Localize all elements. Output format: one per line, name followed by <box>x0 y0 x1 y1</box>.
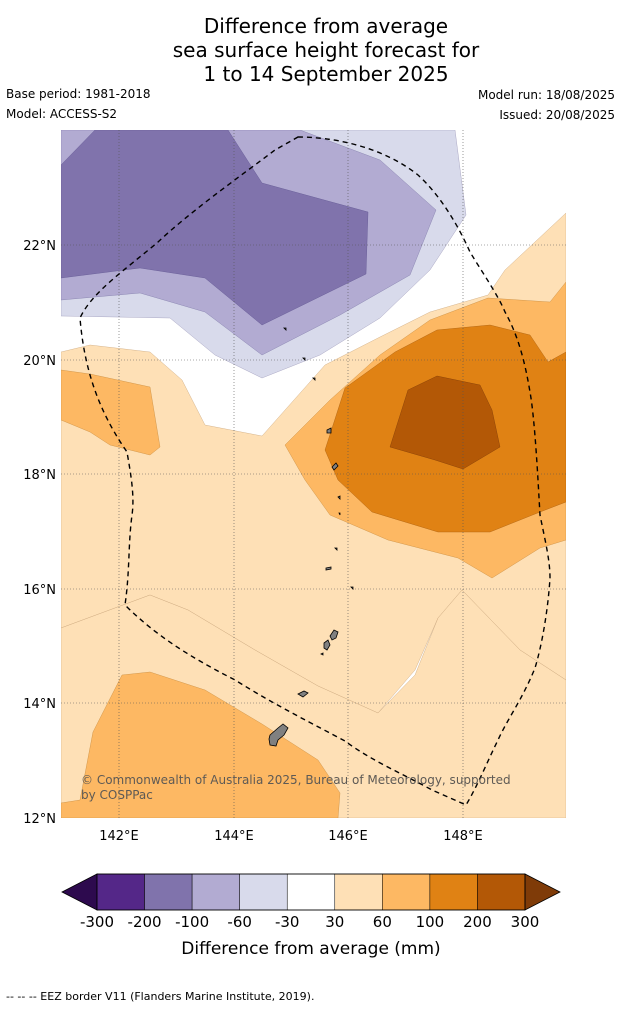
island-sarigan <box>334 547 338 551</box>
island-anatahan <box>325 566 332 571</box>
colorbar-bin <box>286 873 336 911</box>
colorbar-label: Difference from average (mm) <box>181 939 440 959</box>
title-line-3: 1 to 14 September 2025 <box>203 62 449 86</box>
island-guam <box>268 723 289 747</box>
graticule <box>61 130 566 818</box>
island-guguan <box>338 512 341 516</box>
contour-neg-100-200 <box>61 130 369 326</box>
title-line-2: sea surface height forecast for <box>172 38 480 62</box>
colorbar-tick-label: -200 <box>128 913 162 931</box>
lat-label-12n: 12°N <box>23 812 56 827</box>
island-saipan <box>329 629 339 641</box>
contour-pos-200-300 <box>389 375 501 470</box>
colorbar-bin <box>429 873 478 911</box>
lat-label-18n: 18°N <box>23 468 56 483</box>
contour-pos-60-100-south <box>61 671 341 818</box>
colorbar-bin <box>144 873 193 911</box>
colorbar-tick-label: -100 <box>175 913 209 931</box>
colorbar-tick-label: -300 <box>80 913 114 931</box>
lat-label-14n: 14°N <box>23 697 56 712</box>
model-name: Model: ACCESS-S2 <box>6 107 118 121</box>
colorbar-tick-label: 30 <box>325 913 344 931</box>
island-rota <box>297 690 309 698</box>
colorbar-tick-label: 300 <box>511 913 540 931</box>
colorbar-tick-label: 60 <box>373 913 392 931</box>
island-pagan <box>331 462 339 471</box>
anomaly-field: © Commonwealth of Australia 2025, Bureau… <box>61 130 566 818</box>
island-tinian <box>323 639 331 651</box>
issued-date: Issued: 20/08/2025 <box>499 108 615 122</box>
lat-label-16n: 16°N <box>23 583 56 598</box>
island-maug <box>302 357 306 361</box>
island-asuncion <box>312 377 316 381</box>
eez-footnote: -- -- -- EEZ border V11 (Flanders Marine… <box>6 990 315 1003</box>
model-run: Model run: 18/08/2025 <box>477 88 615 102</box>
colorbar-bin <box>239 873 288 911</box>
colorbar-tick-label: -30 <box>275 913 300 931</box>
longitude-labels: 142°E 144°E 146°E 148°E <box>99 829 483 844</box>
base-period: Base period: 1981-2018 <box>6 87 151 101</box>
colorbar-tick-label: -60 <box>227 913 252 931</box>
lon-label-144e: 144°E <box>214 829 254 844</box>
lon-label-148e: 148°E <box>443 829 483 844</box>
colorbar-bin <box>382 873 431 911</box>
chart-title: Difference from average sea surface heig… <box>0 14 621 86</box>
colorbar-bin <box>334 873 383 911</box>
lon-label-146e: 146°E <box>328 829 368 844</box>
colorbar-bin <box>96 873 145 911</box>
island-farallon <box>283 327 287 331</box>
island-farallon-de-medinilla <box>350 586 354 590</box>
colorbar-frame <box>96 873 526 911</box>
lat-label-20n: 20°N <box>23 354 56 369</box>
colorbar-extend-high <box>524 873 561 911</box>
island-aguijan <box>320 652 324 656</box>
islands <box>268 327 354 747</box>
colorbar-bin <box>477 873 526 911</box>
island-alamagan <box>337 495 341 500</box>
colorbar-tick-label: 100 <box>416 913 445 931</box>
colorbar-bin <box>191 873 240 911</box>
lon-label-142e: 142°E <box>99 829 139 844</box>
copyright-line-2: by COSPPac <box>81 788 153 802</box>
colorbar-extend-low <box>61 873 98 911</box>
latitude-labels: 22°N 20°N 18°N 16°N 14°N 12°N <box>23 239 56 827</box>
colorbar: -300 -200 -100 -60 -30 30 60 100 200 300 <box>61 873 561 931</box>
colorbar-tick-label: 200 <box>463 913 492 931</box>
eez-border <box>79 136 551 806</box>
island-agrihan <box>326 427 332 434</box>
lat-label-22n: 22°N <box>23 239 56 254</box>
title-line-1: Difference from average <box>203 14 449 38</box>
contour-pos-60-100-west <box>61 369 161 456</box>
copyright-line-1: © Commonwealth of Australia 2025, Bureau… <box>81 773 511 787</box>
